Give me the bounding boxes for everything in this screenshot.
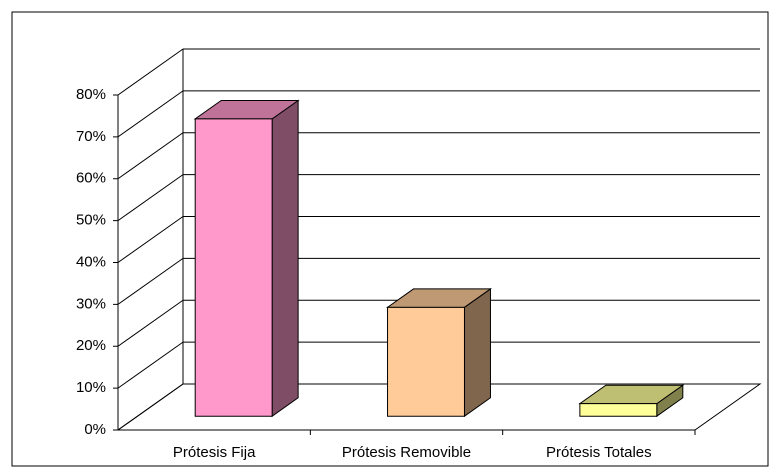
grid-line (117, 90, 184, 138)
grid-line (117, 132, 184, 180)
bar-side (463, 287, 491, 418)
bar (194, 118, 273, 417)
y-tick-label: 60% (76, 170, 106, 187)
grid-line (117, 48, 184, 96)
grid-line (117, 341, 184, 389)
y-tick-label: 50% (76, 212, 106, 229)
grid-line (117, 257, 184, 305)
grid-line (117, 299, 184, 347)
y-tick-label: 20% (76, 337, 106, 354)
bar (387, 306, 465, 417)
x-tick-label: Prótesis Removible (342, 444, 471, 461)
y-tick-label: 40% (76, 253, 106, 270)
y-tick-label: 70% (76, 128, 106, 145)
bar (579, 403, 658, 417)
y-tick-label: 0% (84, 421, 106, 438)
grid-line (117, 174, 184, 222)
bar-side (271, 99, 299, 418)
y-tick-label: 30% (76, 295, 106, 312)
x-tick-label: Prótesis Fija (173, 444, 256, 461)
y-tick-label: 80% (76, 86, 106, 103)
x-tick-label: Prótesis Totales (546, 444, 652, 461)
grid-line (117, 383, 184, 431)
y-tick-label: 10% (76, 379, 106, 396)
grid-line (117, 216, 184, 263)
